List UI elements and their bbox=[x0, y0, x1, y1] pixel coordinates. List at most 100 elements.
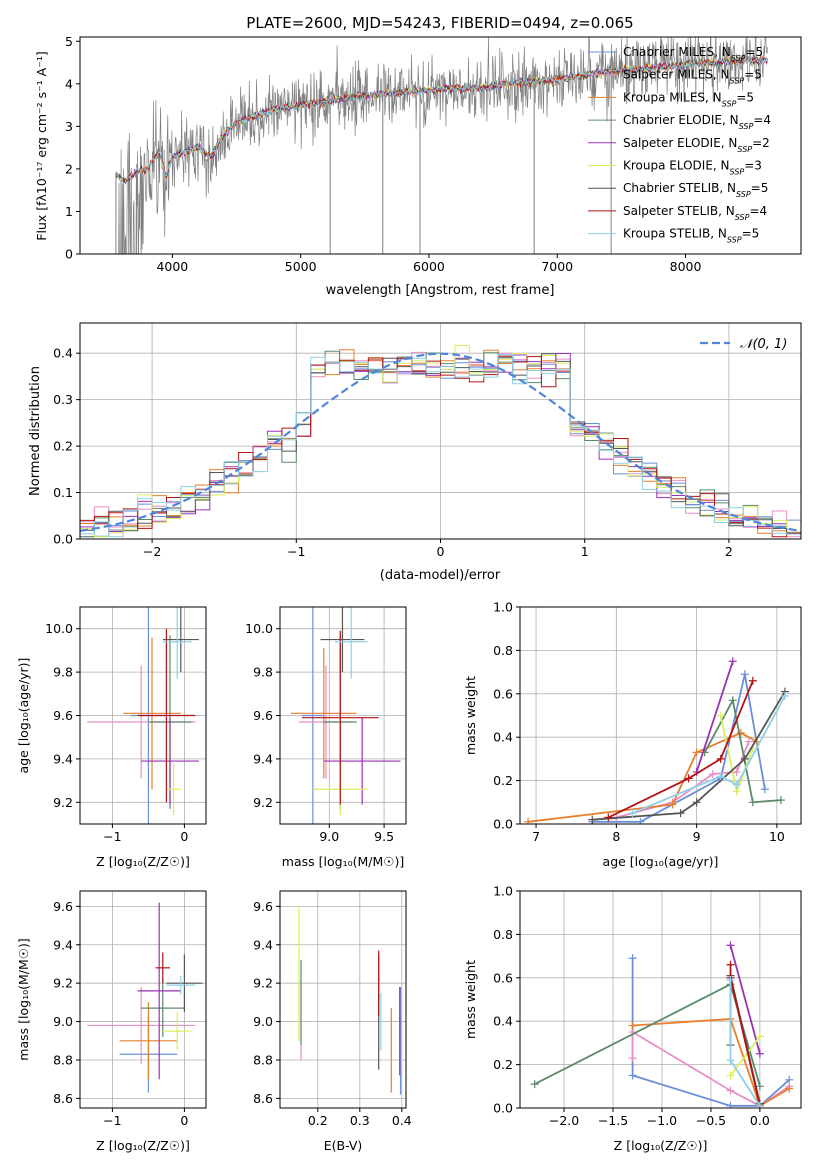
x-axis-label: E(B-V) bbox=[324, 1138, 363, 1153]
mass-weight-marker bbox=[755, 1032, 764, 1041]
x-tick-label: 5000 bbox=[285, 259, 317, 274]
y-tick-label: 0.4 bbox=[493, 730, 513, 745]
legend-label: Chabrier MILES, NSSP=5 bbox=[623, 45, 763, 63]
y-tick-label: 8.8 bbox=[53, 1052, 73, 1067]
mass-weight-marker bbox=[732, 767, 741, 776]
mass-weight-marker bbox=[732, 780, 741, 789]
mass-weight-marker bbox=[760, 785, 769, 794]
mass-weight-marker bbox=[588, 815, 597, 824]
x-axis-label: wavelength [Angstrom, rest frame] bbox=[326, 283, 555, 298]
y-tick-label: 5 bbox=[65, 34, 73, 49]
figure-title: PLATE=2600, MJD=54243, FIBERID=0494, z=0… bbox=[246, 14, 633, 32]
plot-area bbox=[290, 607, 401, 824]
y-tick-label: 0 bbox=[65, 247, 73, 262]
mass-weight-marker bbox=[726, 1101, 735, 1108]
x-tick-label: 1 bbox=[581, 544, 589, 559]
x-tick-label: 0 bbox=[180, 1113, 188, 1128]
x-tick-label: −2 bbox=[143, 544, 161, 559]
x-tick-label: 0 bbox=[437, 544, 445, 559]
mass-weight-marker bbox=[755, 1049, 764, 1058]
y-tick-label: 9.6 bbox=[53, 899, 73, 914]
x-tick-label: 7 bbox=[532, 829, 540, 844]
x-tick-label: 2 bbox=[725, 544, 733, 559]
chart-residual_histogram: −2 −1 0 1 2 0.0 0.1 0.2 0.3 0.4 𝒩(0, 1) (data-model… bbox=[28, 322, 802, 583]
mass-weight-marker bbox=[628, 809, 637, 818]
y-tick-label: 2 bbox=[65, 161, 73, 176]
y-tick-label: 8.8 bbox=[253, 1052, 273, 1067]
axes-frame bbox=[79, 890, 207, 1109]
mass-weight-line bbox=[729, 945, 761, 1055]
y-tick-label: 3 bbox=[65, 119, 73, 134]
mass-weight-line bbox=[592, 674, 766, 823]
x-tick-label: −1.0 bbox=[647, 1113, 677, 1128]
mass-weight-line bbox=[703, 697, 781, 804]
mass-weight-marker bbox=[748, 676, 757, 685]
mass-weight-marker bbox=[530, 1080, 539, 1089]
x-tick-label: 0.4 bbox=[392, 1113, 412, 1128]
mass-weight-marker bbox=[668, 800, 677, 809]
y-tick-label: 9.6 bbox=[253, 899, 273, 914]
x-tick-label: 9.0 bbox=[319, 829, 339, 844]
x-tick-label: 8 bbox=[612, 829, 620, 844]
y-tick-label: 0.6 bbox=[493, 970, 513, 985]
mass-weight-marker bbox=[740, 670, 749, 679]
x-axis-label: Z [log₁₀(Z/Z☉)] bbox=[96, 1138, 190, 1153]
model-spectrum-line bbox=[115, 54, 768, 186]
plot-area bbox=[298, 906, 402, 1095]
mass-weight-marker bbox=[780, 691, 789, 700]
x-axis-label: (data-model)/error bbox=[380, 568, 501, 583]
y-tick-label: 0.6 bbox=[493, 686, 513, 701]
mass-weight-marker bbox=[726, 1056, 735, 1065]
axes-frame bbox=[79, 36, 802, 255]
mass-weight-marker bbox=[726, 975, 735, 984]
plot-area bbox=[530, 941, 794, 1108]
y-axis-label: mass [log₁₀(M/M☉)] bbox=[16, 938, 31, 1060]
x-tick-label: 9.5 bbox=[374, 829, 394, 844]
mass-weight-marker bbox=[636, 817, 645, 824]
y-tick-label: 4 bbox=[65, 76, 73, 91]
chart-mass_vs_ebv: 0.2 0.3 0.4 8.6 8.8 9.0 9.2 9.4 9.6 E(B-V) bbox=[253, 890, 412, 1153]
legend-label: Salpeter ELODIE, NSSP=2 bbox=[623, 136, 770, 154]
y-tick-label: 0.1 bbox=[53, 485, 73, 500]
x-tick-label: 9 bbox=[693, 829, 701, 844]
y-tick-label: 0.2 bbox=[493, 1057, 513, 1072]
mass-weight-marker bbox=[716, 754, 725, 763]
y-tick-label: 0.2 bbox=[53, 439, 73, 454]
y-axis-label: mass weight bbox=[463, 960, 478, 1039]
mass-weight-marker bbox=[748, 798, 757, 807]
mass-weight-marker bbox=[728, 696, 737, 705]
y-tick-label: 9.6 bbox=[53, 708, 73, 723]
mass-weight-marker bbox=[628, 1021, 637, 1030]
y-tick-label: 10.0 bbox=[245, 621, 273, 636]
y-tick-label: 0.8 bbox=[493, 927, 513, 942]
axes-frame bbox=[519, 890, 802, 1109]
mass-weight-marker bbox=[755, 1101, 764, 1108]
mass-weight-marker bbox=[716, 772, 725, 781]
mass-weight-marker bbox=[755, 1082, 764, 1091]
y-tick-label: 1.0 bbox=[493, 600, 513, 615]
legend-label: 𝒩(0, 1) bbox=[740, 337, 787, 352]
mass-weight-marker bbox=[628, 1071, 637, 1080]
y-tick-label: 9.0 bbox=[53, 1014, 73, 1029]
chart-mass_weight_vs_Z: −2.0 −1.5 −1.0 −0.5 0.0 0.0 0.2 0.4 0.6 0.8 1.0 Z [… bbox=[463, 884, 802, 1153]
legend-label: Chabrier STELIB, NSSP=5 bbox=[623, 181, 768, 199]
chart-mass_vs_Z: −1 0 8.6 8.8 9.0 9.2 9.4 9.6 Z [log₁₀(Z/Z☉)] mass… bbox=[16, 890, 207, 1153]
y-tick-label: 8.6 bbox=[53, 1091, 73, 1106]
y-tick-label: 9.2 bbox=[53, 795, 73, 810]
mass-weight-marker bbox=[740, 754, 749, 763]
mass-weight-marker bbox=[726, 941, 735, 950]
x-tick-label: 8000 bbox=[670, 259, 702, 274]
mass-weight-marker bbox=[708, 770, 717, 779]
mass-weight-line bbox=[632, 695, 786, 814]
x-tick-label: −0.5 bbox=[696, 1113, 726, 1128]
y-tick-label: 9.4 bbox=[253, 751, 273, 766]
y-tick-label: 9.2 bbox=[53, 976, 73, 991]
y-tick-label: 9.4 bbox=[53, 751, 73, 766]
x-tick-label: 7000 bbox=[541, 259, 573, 274]
y-tick-label: 10.0 bbox=[45, 621, 73, 636]
x-tick-label: −1 bbox=[103, 1113, 121, 1128]
mass-weight-marker bbox=[628, 954, 637, 963]
y-tick-label: 9.0 bbox=[253, 1014, 273, 1029]
y-tick-label: 0.4 bbox=[53, 346, 73, 361]
axes-frame bbox=[279, 890, 407, 1109]
